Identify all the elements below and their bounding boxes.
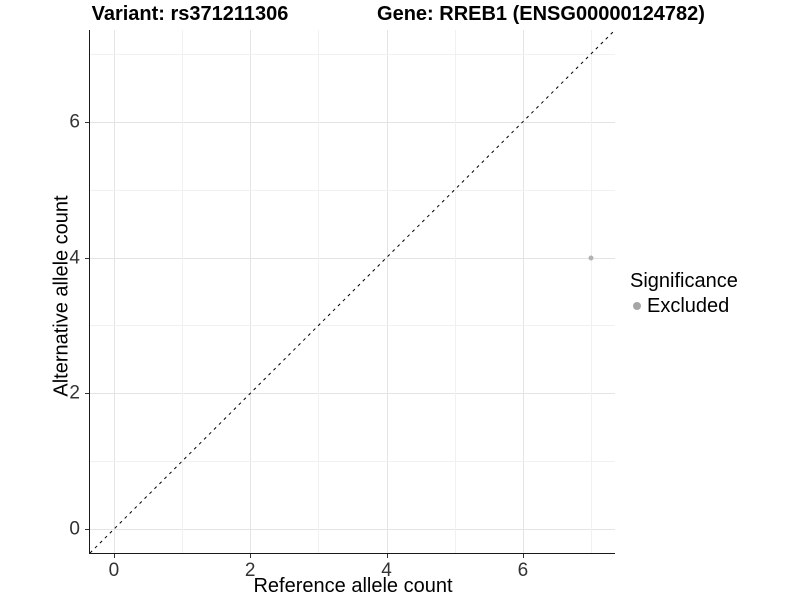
plot-title-variant: Variant: rs371211306 — [91, 3, 289, 25]
data-point — [588, 255, 594, 261]
y-tick-mark — [85, 257, 89, 259]
x-axis-title: Reference allele count — [253, 575, 453, 597]
y-tick-mark — [85, 393, 89, 395]
y-axis-line — [89, 30, 90, 554]
gridline-minor-h — [90, 189, 615, 191]
gridline-minor-h — [90, 53, 615, 55]
gridline-major-v — [250, 30, 252, 553]
gridline-major-h — [90, 257, 615, 259]
x-tick-label: 6 — [517, 560, 529, 581]
gridline-minor-v — [454, 30, 456, 553]
x-tick-label: 0 — [108, 560, 120, 581]
plot-title-gene: Gene: RREB1 (ENSG00000124782) — [377, 3, 705, 25]
y-tick-label: 0 — [69, 518, 80, 540]
gridline-minor-v — [591, 30, 593, 553]
legend-label: Excluded — [647, 295, 730, 317]
legend: Significance Excluded — [630, 270, 738, 317]
y-tick-label: 2 — [69, 382, 80, 404]
legend-point-icon — [633, 302, 641, 310]
identity-line — [90, 30, 615, 553]
gridline-major-v — [522, 30, 524, 553]
gridline-major-v — [386, 30, 388, 553]
gridline-major-h — [90, 529, 615, 531]
legend-title: Significance — [630, 270, 738, 292]
gridline-major-h — [90, 121, 615, 123]
x-tick-mark — [386, 554, 388, 558]
y-tick-label: 6 — [69, 111, 80, 133]
plot-panel — [90, 30, 615, 553]
gridline-minor-v — [182, 30, 184, 553]
legend-item-excluded: Excluded — [630, 295, 738, 317]
gridline-major-h — [90, 393, 615, 395]
gridline-minor-h — [90, 325, 615, 327]
y-tick-mark — [85, 121, 89, 123]
x-tick-mark — [522, 554, 524, 558]
x-tick-mark — [250, 554, 252, 558]
x-tick-label: 4 — [381, 560, 392, 581]
x-tick-label: 2 — [244, 560, 256, 581]
y-tick-label: 4 — [69, 247, 80, 269]
gridline-major-v — [113, 30, 115, 553]
x-tick-mark — [113, 554, 115, 558]
x-axis-line — [89, 553, 615, 554]
gridline-minor-v — [318, 30, 320, 553]
y-tick-mark — [85, 529, 89, 531]
gridline-minor-h — [90, 461, 615, 463]
y-axis-title: Alternative allele count — [50, 195, 73, 397]
